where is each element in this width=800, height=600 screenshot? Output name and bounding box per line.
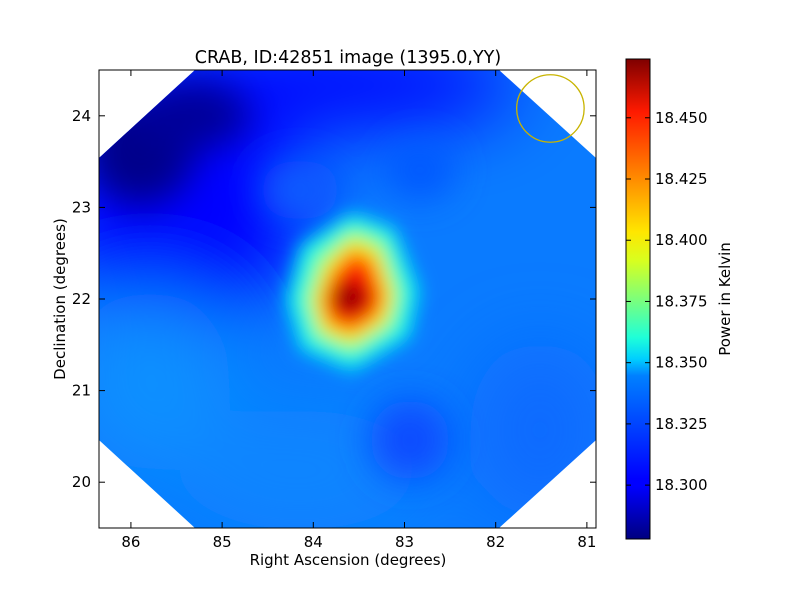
colorbar-tick-label: 18.375 bbox=[655, 292, 708, 310]
y-tick-label: 24 bbox=[72, 107, 91, 125]
colorbar-tick-label: 18.350 bbox=[655, 354, 708, 372]
y-tick-label: 22 bbox=[72, 290, 91, 308]
y-tick-label: 21 bbox=[72, 382, 91, 400]
colorbar-tick-label: 18.425 bbox=[655, 170, 708, 188]
colorbar-label: Power in Kelvin bbox=[716, 242, 734, 356]
heatmap-image bbox=[99, 70, 596, 528]
y-tick-label: 20 bbox=[72, 473, 91, 491]
x-tick-label: 84 bbox=[304, 533, 323, 551]
colorbar-tick-label: 18.400 bbox=[655, 231, 708, 249]
colorbar-tick-label: 18.325 bbox=[655, 415, 708, 433]
x-tick-label: 81 bbox=[577, 533, 596, 551]
y-tick-label: 23 bbox=[72, 198, 91, 216]
x-tick-label: 85 bbox=[213, 533, 232, 551]
axis-ticks: 86 85 84 83 82 81 20 21 22 23 24 bbox=[72, 70, 596, 551]
x-tick-label: 83 bbox=[395, 533, 414, 551]
chart-title: CRAB, ID:42851 image (1395.0,YY) bbox=[195, 48, 501, 68]
colorbar-ticks: 18.300 18.325 18.350 18.375 18.400 18.425 18.4… bbox=[626, 109, 708, 494]
x-axis-label: Right Ascension (degrees) bbox=[250, 551, 447, 569]
colorbar bbox=[625, 58, 651, 540]
colorbar-tick-label: 18.300 bbox=[655, 476, 708, 494]
x-tick-label: 82 bbox=[486, 533, 505, 551]
beam-circle bbox=[516, 74, 585, 143]
x-tick-label: 86 bbox=[121, 533, 140, 551]
colorbar-tick-label: 18.450 bbox=[655, 109, 708, 127]
y-axis-label: Declination (degrees) bbox=[51, 218, 69, 380]
